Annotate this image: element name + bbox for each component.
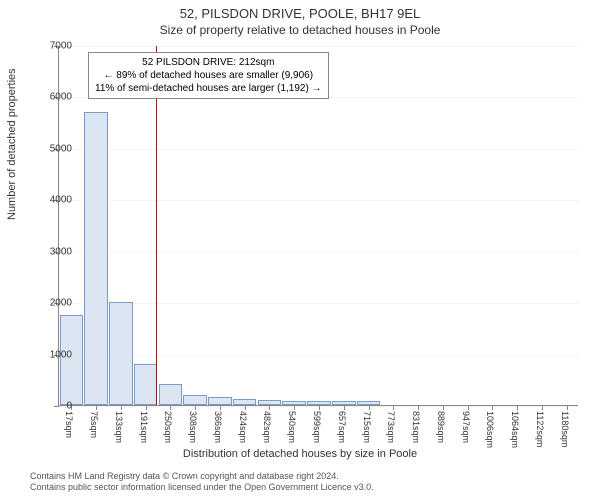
plot: 17sqm75sqm133sqm191sqm250sqm308sqm366sqm… xyxy=(58,46,578,406)
grid-line xyxy=(59,46,578,47)
xtick-label: 133sqm xyxy=(114,411,124,443)
xtick-label: 191sqm xyxy=(139,411,149,443)
xtick-label: 1122sqm xyxy=(535,411,545,447)
reference-line xyxy=(156,46,157,405)
xtick-mark xyxy=(170,405,171,410)
xtick-label: 366sqm xyxy=(213,411,223,443)
xtick-label: 424sqm xyxy=(238,411,248,443)
annotation-line: 52 PILSDON DRIVE: 212sqm xyxy=(95,56,322,69)
grid-line xyxy=(59,149,578,150)
xtick-label: 657sqm xyxy=(337,411,347,443)
page-title: 52, PILSDON DRIVE, POOLE, BH17 9EL xyxy=(0,0,600,21)
xtick-mark xyxy=(319,405,320,410)
ytick-label: 6000 xyxy=(50,92,72,103)
xtick-label: 1180sqm xyxy=(560,411,570,447)
xtick-mark xyxy=(492,405,493,410)
xtick-label: 773sqm xyxy=(386,411,396,443)
xtick-label: 831sqm xyxy=(411,411,421,443)
xtick-mark xyxy=(220,405,221,410)
xtick-mark xyxy=(146,405,147,410)
xtick-label: 715sqm xyxy=(362,411,372,443)
footer: Contains HM Land Registry data © Crown c… xyxy=(30,471,374,494)
xtick-mark xyxy=(121,405,122,410)
grid-line xyxy=(59,200,578,201)
xtick-mark xyxy=(517,405,518,410)
xtick-mark xyxy=(443,405,444,410)
histogram-bar xyxy=(159,384,183,405)
xtick-label: 1006sqm xyxy=(485,411,495,448)
chart-area: 17sqm75sqm133sqm191sqm250sqm308sqm366sqm… xyxy=(58,46,578,406)
xtick-mark xyxy=(393,405,394,410)
grid-line xyxy=(59,252,578,253)
grid-line xyxy=(59,303,578,304)
xtick-label: 599sqm xyxy=(312,411,322,443)
xtick-mark xyxy=(96,405,97,410)
xtick-label: 947sqm xyxy=(461,411,471,443)
xtick-label: 889sqm xyxy=(436,411,446,443)
footer-line-2: Contains public sector information licen… xyxy=(30,482,374,494)
xtick-label: 482sqm xyxy=(262,411,272,443)
ytick-label: 7000 xyxy=(50,41,72,52)
footer-line-1: Contains HM Land Registry data © Crown c… xyxy=(30,471,374,483)
xtick-mark xyxy=(468,405,469,410)
grid-line xyxy=(59,355,578,356)
annotation-line: ← 89% of detached houses are smaller (9,… xyxy=(95,69,322,82)
xtick-mark xyxy=(269,405,270,410)
xtick-mark xyxy=(567,405,568,410)
xtick-mark xyxy=(542,405,543,410)
histogram-bar xyxy=(183,395,207,405)
xtick-mark xyxy=(369,405,370,410)
page-subtitle: Size of property relative to detached ho… xyxy=(0,21,600,41)
ytick-mark xyxy=(54,406,59,407)
histogram-bar xyxy=(134,364,158,405)
x-axis-label: Distribution of detached houses by size … xyxy=(0,448,600,460)
xtick-label: 540sqm xyxy=(287,411,297,443)
histogram-bar xyxy=(208,397,232,405)
ytick-label: 1000 xyxy=(50,349,72,360)
y-axis-label: Number of detached properties xyxy=(6,68,18,220)
histogram-bar xyxy=(84,112,108,405)
xtick-label: 1064sqm xyxy=(510,411,520,448)
ytick-label: 4000 xyxy=(50,195,72,206)
ytick-label: 5000 xyxy=(50,143,72,154)
annotation-box: 52 PILSDON DRIVE: 212sqm← 89% of detache… xyxy=(88,52,329,99)
ytick-label: 3000 xyxy=(50,246,72,257)
xtick-mark xyxy=(294,405,295,410)
xtick-label: 17sqm xyxy=(64,411,74,438)
ytick-label: 2000 xyxy=(50,298,72,309)
xtick-label: 75sqm xyxy=(89,411,99,438)
histogram-bar xyxy=(109,302,133,405)
xtick-label: 308sqm xyxy=(188,411,198,443)
xtick-mark xyxy=(344,405,345,410)
xtick-mark xyxy=(245,405,246,410)
xtick-mark xyxy=(195,405,196,410)
xtick-label: 250sqm xyxy=(163,411,173,443)
annotation-line: 11% of semi-detached houses are larger (… xyxy=(95,82,322,95)
ytick-label: 0 xyxy=(66,401,72,412)
xtick-mark xyxy=(418,405,419,410)
